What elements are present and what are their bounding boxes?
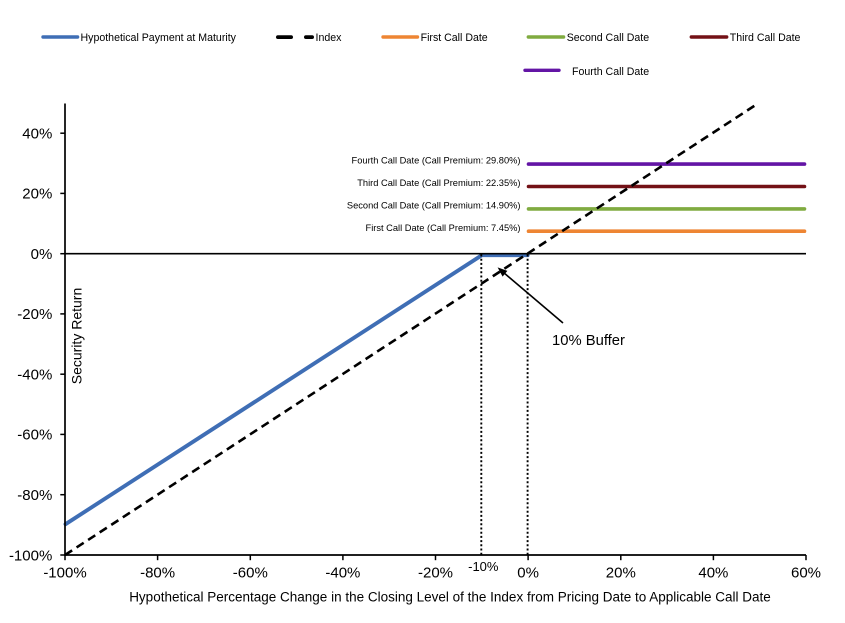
svg-text:-60%: -60%	[233, 565, 268, 582]
svg-text:40%: 40%	[22, 126, 52, 143]
svg-text:-40%: -40%	[17, 367, 52, 384]
svg-text:-100%: -100%	[43, 565, 86, 582]
svg-text:Fourth Call Date (Call Premium: Fourth Call Date (Call Premium: 29.80%)	[352, 156, 521, 166]
svg-text:Index: Index	[316, 32, 343, 44]
svg-text:Hypothetical Percentage Change: Hypothetical Percentage Change in the Cl…	[129, 590, 771, 605]
svg-text:-60%: -60%	[17, 427, 52, 444]
svg-text:-80%: -80%	[17, 487, 52, 504]
svg-text:20%: 20%	[606, 565, 636, 582]
svg-text:40%: 40%	[698, 565, 728, 582]
svg-text:10% Buffer: 10% Buffer	[552, 333, 625, 349]
svg-text:Third Call Date: Third Call Date	[730, 32, 801, 44]
svg-text:First Call Date: First Call Date	[421, 32, 488, 44]
svg-text:0%: 0%	[517, 565, 539, 582]
svg-text:-40%: -40%	[325, 565, 360, 582]
svg-text:Third Call Date (Call Premium:: Third Call Date (Call Premium: 22.35%)	[357, 178, 520, 188]
svg-text:-10%: -10%	[468, 559, 499, 574]
svg-text:60%: 60%	[791, 565, 821, 582]
svg-text:First Call Date (Call Premium:: First Call Date (Call Premium: 7.45%)	[366, 223, 521, 233]
svg-text:Second Call Date (Call Premium: Second Call Date (Call Premium: 14.90%)	[347, 201, 521, 211]
svg-text:0%: 0%	[31, 246, 53, 263]
svg-text:-80%: -80%	[140, 565, 175, 582]
svg-text:Hypothetical Payment at Maturi: Hypothetical Payment at Maturity	[81, 32, 237, 44]
svg-text:Second Call Date: Second Call Date	[567, 32, 650, 44]
svg-text:Security Return: Security Return	[69, 288, 85, 384]
svg-text:-20%: -20%	[418, 565, 453, 582]
svg-text:Fourth Call Date: Fourth Call Date	[572, 66, 649, 78]
svg-text:-20%: -20%	[17, 306, 52, 323]
svg-text:20%: 20%	[22, 186, 52, 203]
svg-text:-100%: -100%	[9, 547, 52, 564]
